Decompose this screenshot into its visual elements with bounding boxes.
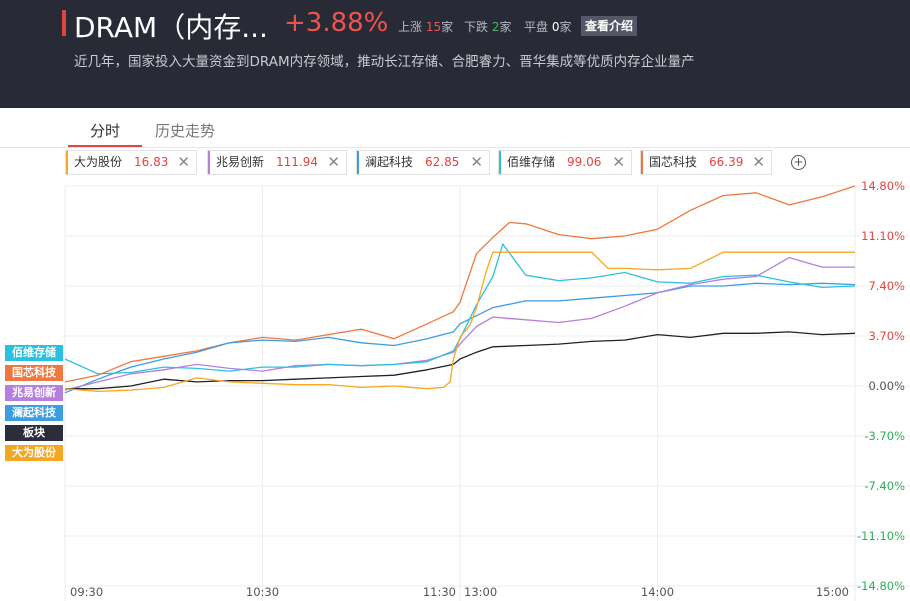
page-title: DRAM（内存... — [74, 11, 268, 44]
series-lines — [64, 185, 856, 394]
x-tick-label: 11:30 — [423, 585, 456, 599]
flat-stat: 平盘 0家 — [524, 18, 572, 35]
flat-count: 0 — [551, 20, 560, 34]
legend-chip-zhaoyi[interactable]: 兆易创新 111.94 ✕ — [207, 150, 347, 175]
side-tag-lanqi[interactable]: 澜起科技 — [5, 405, 63, 421]
up-stat: 上涨 15家 — [398, 18, 453, 35]
change-percent: +3.88% — [284, 8, 389, 38]
close-icon[interactable]: ✕ — [470, 153, 483, 171]
up-label: 上涨 — [398, 20, 423, 34]
legend-name: 国芯科技 — [649, 155, 698, 169]
y-tick-label: 7.40% — [868, 279, 905, 293]
tab-bar: 分时 历史走势 — [0, 108, 910, 148]
y-tick-label: 3.70% — [868, 329, 905, 343]
up-unit: 家 — [441, 20, 454, 34]
legend-chip-dawei[interactable]: 大为股份 16.83 ✕ — [65, 150, 197, 175]
legend-swatch — [641, 151, 643, 174]
series-line-佰维存储 — [64, 243, 856, 375]
intro-button[interactable]: 查看介绍 — [581, 16, 638, 36]
chart-grid — [64, 185, 910, 601]
close-icon[interactable]: ✕ — [327, 153, 340, 171]
series-line-板块 — [65, 331, 856, 390]
legend-price: 16.83 — [134, 155, 169, 169]
title-accent — [62, 10, 66, 36]
y-tick-label: -7.40% — [864, 479, 905, 493]
legend-chip-lanqi[interactable]: 澜起科技 62.85 ✕ — [356, 150, 490, 175]
x-tick-label: 10:30 — [246, 585, 279, 599]
legend-swatch — [499, 151, 501, 174]
down-label: 下跌 — [464, 20, 489, 34]
down-unit: 家 — [499, 20, 512, 34]
x-tick-label: 13:00 — [464, 585, 497, 599]
series-line-兆易创新 — [64, 256, 855, 391]
up-count: 15 — [425, 20, 442, 34]
header: DRAM（内存... +3.88% 上涨 15家 下跌 2家 平盘 0家 查看介… — [0, 0, 910, 108]
x-tick-label: 14:00 — [641, 585, 674, 599]
legend-price: 66.39 — [709, 155, 744, 169]
legend-swatch — [357, 151, 359, 174]
intraday-chart: 14.80% 11.10% 7.40% 3.70% 0.00% -3.70% -7.40% -… — [64, 179, 910, 601]
legend-name: 澜起科技 — [365, 155, 414, 169]
x-tick-label: 09:30 — [70, 585, 103, 599]
side-tag-zhaoyi[interactable]: 兆易创新 — [5, 385, 63, 401]
y-axis-labels: 14.80% 11.10% 7.40% 3.70% 0.00% -3.70% -7.40% -… — [857, 179, 905, 593]
side-tag-dawei[interactable]: 大为股份 — [5, 445, 63, 461]
y-tick-label: -11.10% — [857, 529, 905, 543]
add-stock-icon[interactable]: + — [791, 155, 806, 170]
active-tab-indicator — [68, 145, 142, 147]
side-tag-sector[interactable]: 板块 — [5, 425, 63, 441]
legend-name: 兆易创新 — [216, 155, 265, 169]
legend-price: 99.06 — [567, 155, 602, 169]
series-line-大为股份 — [64, 251, 855, 393]
legend-chip-guoxin[interactable]: 国芯科技 66.39 ✕ — [640, 150, 772, 175]
y-tick-label: -3.70% — [864, 429, 905, 443]
x-axis-labels: 09:30 10:30 11:30 13:00 14:00 15:00 — [70, 585, 849, 599]
y-tick-label: 11.10% — [861, 229, 905, 243]
flat-unit: 家 — [559, 20, 572, 34]
series-line-澜起科技 — [64, 282, 856, 394]
legend-swatch — [66, 151, 68, 174]
y-tick-label: -14.80% — [857, 579, 905, 593]
legend-name: 大为股份 — [74, 155, 123, 169]
legend-swatch — [208, 151, 210, 174]
close-icon[interactable]: ✕ — [177, 153, 190, 171]
tab-intraday[interactable]: 分时 — [90, 122, 121, 140]
legend-price: 111.94 — [276, 155, 318, 169]
side-tag-baiwei[interactable]: 佰维存储 — [5, 345, 63, 361]
y-tick-label: 0.00% — [868, 379, 905, 393]
sector-description: 近几年，国家投入大量资金到DRAM内存领域，推动长江存储、合肥睿力、晋华集成等优… — [74, 54, 695, 70]
down-stat: 下跌 2家 — [464, 18, 512, 35]
legend-name: 佰维存储 — [507, 155, 556, 169]
flat-label: 平盘 — [524, 20, 549, 34]
close-icon[interactable]: ✕ — [612, 153, 625, 171]
tab-history[interactable]: 历史走势 — [155, 122, 216, 140]
down-count: 2 — [491, 20, 500, 34]
close-icon[interactable]: ✕ — [752, 153, 765, 171]
x-tick-label: 15:00 — [816, 585, 849, 599]
side-tag-guoxin[interactable]: 国芯科技 — [5, 365, 63, 381]
legend-price: 62.85 — [425, 155, 460, 169]
legend-chip-baiwei[interactable]: 佰维存储 99.06 ✕ — [498, 150, 632, 175]
y-tick-label: 14.80% — [861, 179, 905, 193]
